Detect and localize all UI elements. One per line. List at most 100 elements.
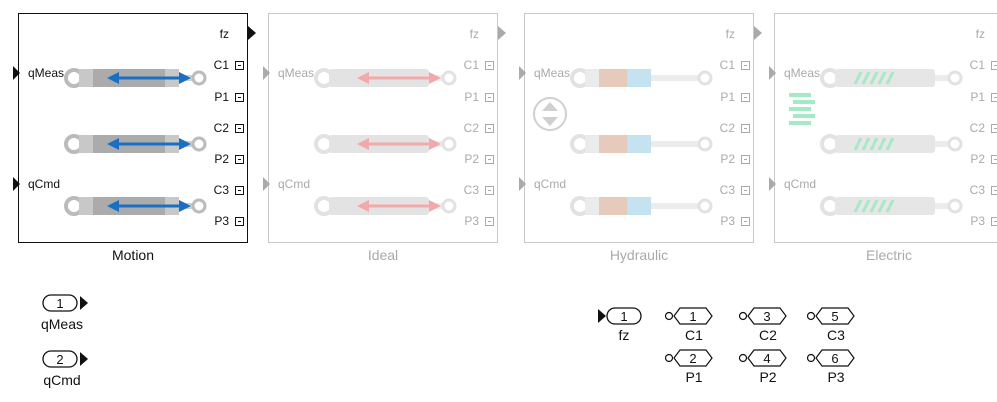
block-label-ideal: Ideal (367, 247, 399, 263)
block-label-motion: Motion (111, 247, 155, 263)
connection-port-c2[interactable]: 3 C2 (738, 306, 790, 343)
port-label-qmeas: qMeas (534, 66, 571, 80)
connection-port-c1[interactable]: 1 C1 (664, 306, 716, 343)
connection-port-number: 2 (689, 351, 696, 366)
connection-port-number: 5 (831, 309, 838, 324)
motion-block[interactable]: qMeas qCmd fz C1 P1 C2 P2 C3 P3 (13, 13, 256, 243)
conserving-port[interactable] (235, 124, 244, 133)
conserving-port[interactable] (991, 93, 997, 102)
port-label-c3: C3 (213, 183, 229, 197)
port-label-fz: fz (219, 27, 229, 41)
input-port-arrow[interactable] (13, 177, 20, 191)
port-label-c1: C1 (213, 58, 229, 72)
conserving-port[interactable] (485, 124, 494, 133)
hydraulic-block[interactable]: qMeas qCmd fz C1 P1 C2 P2 C3 P3 (519, 13, 762, 243)
input-port-arrow[interactable] (769, 177, 776, 191)
inport-number: 1 (56, 296, 63, 311)
outport-label: fz (618, 327, 630, 343)
port-label-c2: C2 (719, 121, 735, 135)
input-port-arrow[interactable] (13, 66, 20, 80)
connection-port-label: P1 (685, 369, 703, 385)
inport-number: 2 (56, 352, 63, 367)
port-label-qmeas: qMeas (784, 66, 821, 80)
connection-port-label: C3 (827, 327, 845, 343)
conserving-port[interactable] (991, 186, 997, 195)
connection-port-shape: 2 (664, 349, 713, 367)
port-label-p1: P1 (214, 90, 229, 104)
conserving-port[interactable] (235, 217, 244, 226)
port-label-p2: P2 (720, 152, 735, 166)
output-port-arrow[interactable] (248, 26, 256, 40)
port-label-c3: C3 (969, 183, 985, 197)
port-label-c2: C2 (463, 121, 479, 135)
conserving-port[interactable] (485, 61, 494, 70)
inport-qmeas[interactable]: 1 qMeas (30, 293, 100, 332)
port-label-p3: P3 (464, 214, 479, 228)
conserving-port[interactable] (741, 124, 750, 133)
input-port-arrow[interactable] (263, 177, 270, 191)
conserving-port[interactable] (741, 93, 750, 102)
outport-fz[interactable]: 1 fz (596, 306, 648, 343)
inport-label: qCmd (43, 372, 81, 388)
port-label-p2: P2 (214, 152, 229, 166)
conserving-port[interactable] (235, 155, 244, 164)
port-label-qcmd: qCmd (28, 177, 61, 191)
conserving-port[interactable] (991, 217, 997, 226)
block-label-electric: Electric (866, 247, 912, 263)
conserving-port[interactable] (741, 61, 750, 70)
port-label-fz: fz (725, 27, 735, 41)
connection-port-shape: 3 (738, 307, 787, 325)
motor-coil-icon (789, 93, 815, 125)
conserving-port[interactable] (485, 93, 494, 102)
input-port-arrow[interactable] (263, 66, 270, 80)
ideal-block[interactable]: qMeas qCmd fz C1 P1 C2 P2 C3 P3 (263, 13, 506, 243)
conserving-port[interactable] (991, 124, 997, 133)
connection-port-label: P3 (827, 369, 845, 385)
conserving-port[interactable] (485, 186, 494, 195)
electric-block[interactable]: qMeas qCmd fz C1 P1 C2 P2 C3 P3 (769, 13, 997, 243)
inport-qcmd[interactable]: 2 qCmd (30, 349, 100, 388)
pump-icon (533, 97, 567, 131)
port-label-qcmd: qCmd (534, 177, 567, 191)
connection-port-shape: 4 (738, 349, 787, 367)
port-label-p3: P3 (970, 214, 985, 228)
connection-port-number: 6 (831, 351, 838, 366)
connection-port-c3[interactable]: 5 C3 (806, 306, 858, 343)
connection-port-p3[interactable]: 6 P3 (806, 348, 858, 385)
port-label-fz: fz (469, 27, 479, 41)
port-label-p3: P3 (720, 214, 735, 228)
conserving-port[interactable] (235, 93, 244, 102)
conserving-port[interactable] (485, 155, 494, 164)
port-label-qmeas: qMeas (278, 66, 315, 80)
connection-port-number: 1 (689, 309, 696, 324)
conserving-port[interactable] (741, 186, 750, 195)
conserving-port[interactable] (991, 61, 997, 70)
port-label-c2: C2 (969, 121, 985, 135)
conserving-port[interactable] (991, 155, 997, 164)
output-port-arrow[interactable] (754, 26, 762, 40)
connection-port-shape: 1 (664, 307, 713, 325)
conserving-port[interactable] (235, 61, 244, 70)
outport-number: 1 (620, 309, 627, 324)
inport-label: qMeas (40, 316, 84, 332)
port-label-p1: P1 (720, 90, 735, 104)
block-label-hydraulic: Hydraulic (609, 247, 669, 263)
conserving-port[interactable] (235, 186, 244, 195)
input-port-arrow[interactable] (519, 66, 526, 80)
connection-port-number: 4 (763, 351, 770, 366)
conserving-port[interactable] (741, 217, 750, 226)
outport-shape: 1 (598, 307, 642, 325)
input-port-arrow[interactable] (519, 177, 526, 191)
connection-port-p2[interactable]: 4 P2 (738, 348, 790, 385)
conserving-port[interactable] (741, 155, 750, 164)
input-port-arrow[interactable] (769, 66, 776, 80)
port-label-c1: C1 (969, 58, 985, 72)
port-label-c1: C1 (463, 58, 479, 72)
connection-port-label: P2 (759, 369, 777, 385)
conserving-port[interactable] (485, 217, 494, 226)
connection-port-p1[interactable]: 2 P1 (664, 348, 716, 385)
output-port-arrow[interactable] (498, 26, 506, 40)
port-label-qmeas: qMeas (28, 66, 65, 80)
connection-port-label: C2 (759, 327, 777, 343)
port-label-c3: C3 (719, 183, 735, 197)
